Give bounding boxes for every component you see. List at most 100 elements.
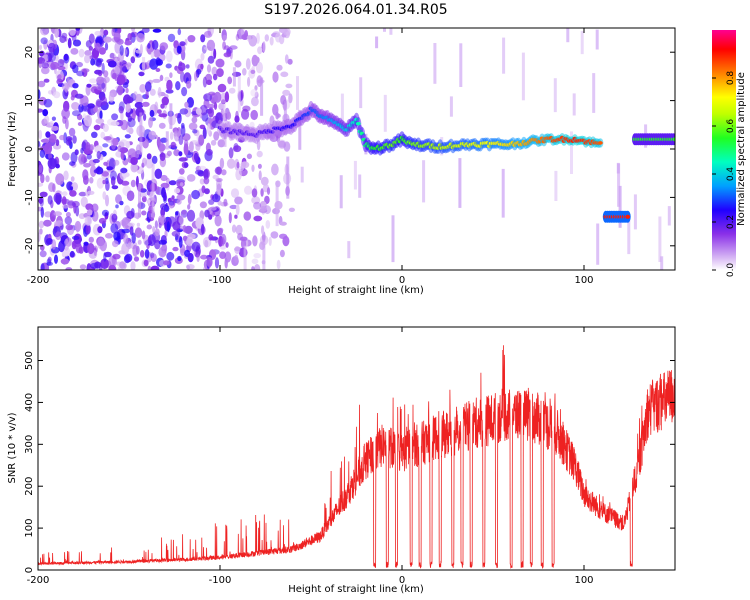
- spectrogram-noise-cell: [254, 264, 261, 270]
- spectrogram-noise-cell: [53, 211, 62, 217]
- spectrogram-noise-cell: [199, 178, 205, 185]
- spectrogram-noise-cell: [102, 191, 107, 200]
- spectrogram-noise-cell: [220, 236, 225, 247]
- spectrogram-noise-cell: [61, 108, 70, 120]
- spectrogram-noise-cell: [272, 71, 279, 83]
- spectrogram-streak-cell: [237, 75, 241, 113]
- spectrogram-noise-cell: [57, 74, 62, 80]
- x-tick-label: -100: [209, 575, 232, 586]
- spectrogram-noise-cell: [123, 94, 132, 105]
- spectrogram-noise-cell: [43, 78, 50, 83]
- spectrogram-noise-cell: [85, 142, 91, 152]
- spectrogram-noise-cell: [83, 175, 89, 185]
- spectrogram-noise-cell: [86, 209, 93, 216]
- spectrogram-noise-cell: [243, 32, 248, 40]
- spectrogram-noise-cell: [239, 236, 248, 242]
- spectrogram-noise-cell: [72, 39, 82, 47]
- spectrogram-noise-cell: [160, 174, 168, 182]
- spectrogram-noise-cell: [186, 174, 196, 182]
- spectrogram-noise-cell: [235, 168, 242, 181]
- spectrogram-noise-cell: [268, 236, 272, 246]
- spectrogram-noise-cell: [176, 194, 186, 201]
- spectrogram-noise-cell: [104, 42, 109, 51]
- spectrogram-noise-cell: [233, 145, 242, 153]
- spectrogram-noise-cell: [151, 39, 159, 50]
- spectrogram-noise-cell: [157, 86, 162, 98]
- spectrogram-noise-cell: [130, 261, 136, 270]
- spectrogram-noise-cell: [196, 253, 200, 262]
- spectrogram-streak-cell: [353, 160, 357, 190]
- spectrogram-noise-cell: [178, 135, 184, 146]
- spectrogram-noise-cell: [205, 149, 213, 156]
- spectrogram-noise-cell: [152, 78, 161, 83]
- spectrogram-noise-cell: [161, 245, 166, 250]
- spectrogram-noise-cell: [251, 188, 258, 198]
- spectrogram-segment-cell: [625, 214, 631, 219]
- spectrogram-noise-cell: [55, 173, 65, 186]
- spectrogram-streak-cell: [592, 73, 596, 113]
- spectrogram-noise-cell: [250, 109, 258, 121]
- spectrogram-noise-cell: [105, 180, 110, 191]
- spectrogram-noise-cell: [69, 250, 75, 258]
- spectrogram-noise-cell: [127, 117, 136, 128]
- spectrogram-streak-cell: [617, 163, 621, 207]
- snr-series-line: [38, 345, 675, 569]
- spectrogram-noise-cell: [40, 206, 44, 218]
- spectrogram-noise-cell: [228, 212, 232, 224]
- spectrogram-noise-cell: [148, 130, 157, 140]
- spectrogram-noise-cell: [110, 223, 119, 234]
- spectrogram-streak-cell: [501, 168, 505, 218]
- spectrogram-streak-cell: [433, 43, 437, 84]
- x-tick-label: -200: [27, 275, 50, 286]
- spectrogram-noise-cell: [143, 113, 147, 121]
- spectrogram-noise-cell: [43, 115, 50, 124]
- spectrogram-noise-cell: [257, 46, 263, 55]
- spectrogram-noise-cell: [252, 56, 260, 64]
- spectrogram-noise-cell: [215, 58, 225, 68]
- spectrogram-noise-cell: [124, 134, 131, 139]
- spectrogram-noise-cell: [153, 48, 161, 58]
- spectrogram-noise-cell: [126, 190, 135, 202]
- snr-frame: [37, 326, 676, 571]
- spectrogram-noise-cell: [229, 204, 238, 210]
- snr-axes: -200 -100 0 100 0 100 200 300 400 500: [24, 327, 675, 586]
- spectrogram-noise-cell: [78, 48, 85, 58]
- spectrogram-noise-cell: [103, 136, 112, 141]
- spectrogram-noise-cell: [198, 165, 207, 171]
- spectrogram-noise-cell: [234, 214, 238, 219]
- y-tick-label: 300: [24, 435, 35, 454]
- spectrogram-noise-cell: [90, 58, 95, 66]
- spectrogram-noise-cell: [71, 102, 80, 110]
- spectrogram-noise-cell: [256, 150, 263, 158]
- spectrogram-streak-cell: [142, 57, 146, 73]
- spectrogram-noise-cell: [94, 30, 102, 36]
- spectrogram-noise-cell: [119, 261, 126, 269]
- spectrogram-noise-cell: [89, 177, 94, 184]
- spectrogram-noise-cell: [219, 251, 227, 259]
- spectrogram-noise-cell: [103, 29, 109, 36]
- spectrogram-noise-cell: [166, 251, 175, 261]
- spectrogram-noise-cell: [147, 43, 151, 49]
- spectrogram-noise-cell: [216, 68, 224, 78]
- spectrogram-streak-cell: [570, 131, 573, 174]
- spectrogram-noise-cell: [278, 140, 286, 149]
- spectrogram-noise-cell: [116, 74, 126, 85]
- spectrogram-noise-cell: [199, 104, 208, 116]
- spectrogram-noise-cell: [144, 249, 150, 259]
- spectrogram-noise-cell: [183, 162, 189, 168]
- spectrogram-noise-cell: [179, 108, 189, 115]
- spectrogram-noise-cell: [188, 141, 194, 153]
- spectrogram-noise-cell: [61, 82, 70, 91]
- spectrogram-noise-cell: [193, 152, 199, 162]
- spectrogram-noise-cell: [38, 129, 43, 140]
- spectrogram-noise-cell: [74, 220, 82, 232]
- spectrogram-noise-cell: [47, 195, 53, 205]
- spectrogram-noise-cell: [69, 161, 76, 167]
- spectrogram-noise-cell: [67, 137, 72, 145]
- spectrogram-noise-cell: [39, 149, 46, 158]
- spectrogram-noise-cell: [146, 153, 152, 160]
- spectrogram-noise-cell: [134, 227, 143, 238]
- spectrogram-noise-cell: [166, 150, 172, 157]
- spectrogram-noise-cell: [177, 255, 182, 262]
- spectrogram-noise-cell: [287, 58, 293, 65]
